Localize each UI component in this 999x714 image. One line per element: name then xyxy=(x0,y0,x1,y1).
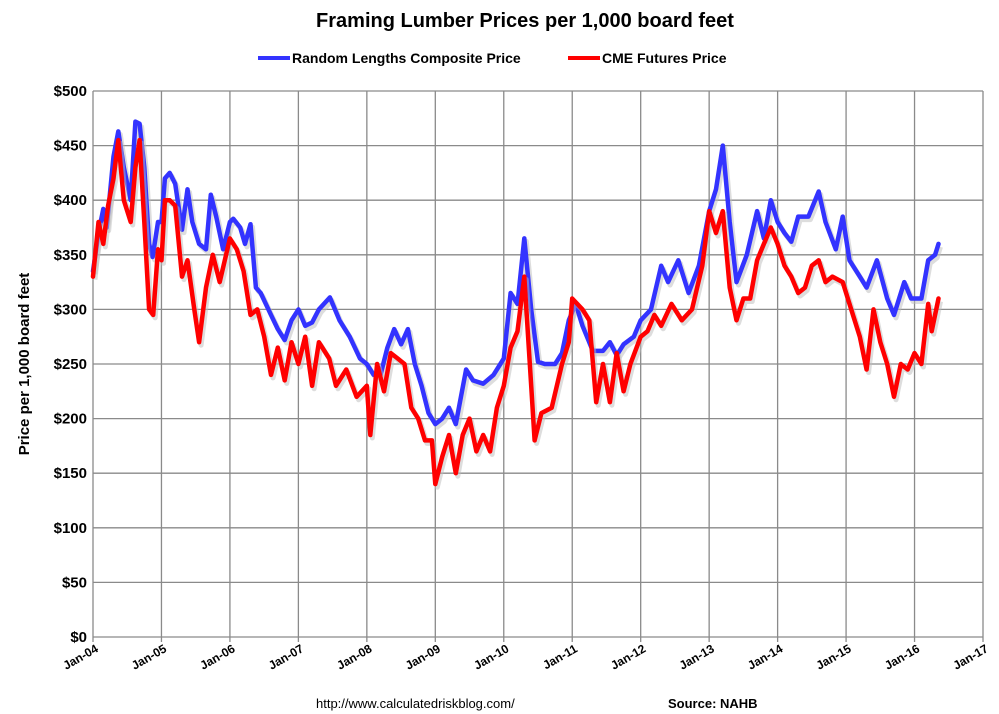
x-tick-label: Jan-05 xyxy=(129,641,169,672)
x-tick-label: Jan-06 xyxy=(197,641,237,672)
y-axis-ticks: $0 $50 $100 $150 $200 $250 $300 $350 $400 $450 $50… xyxy=(54,83,87,646)
x-tick-label: Jan-13 xyxy=(677,641,717,672)
series-line-random-lengths xyxy=(90,119,941,427)
y-tick-label: $50 xyxy=(62,574,87,591)
y-tick-label: $350 xyxy=(54,247,87,264)
x-tick-label: Jan-16 xyxy=(882,641,922,672)
x-tick-label: Jan-10 xyxy=(471,641,511,672)
y-tick-label: $300 xyxy=(54,301,87,318)
y-tick-label: $0 xyxy=(70,629,87,646)
series-line-cme-futures xyxy=(90,137,941,487)
chart-title: Framing Lumber Prices per 1,000 board fe… xyxy=(316,10,734,32)
gridlines xyxy=(92,90,984,642)
x-tick-label: Jan-11 xyxy=(540,641,580,672)
y-tick-label: $250 xyxy=(54,356,87,373)
footer-url: http://www.calculatedriskblog.com/ xyxy=(316,696,515,711)
x-tick-label: Jan-08 xyxy=(334,641,374,672)
legend-label-random-lengths: Random Lengths Composite Price xyxy=(292,50,521,66)
x-tick-label: Jan-04 xyxy=(61,641,101,672)
x-tick-label: Jan-14 xyxy=(745,641,785,672)
x-tick-label: Jan-17 xyxy=(951,641,991,672)
x-tick-label: Jan-12 xyxy=(608,641,648,672)
x-tick-label: Jan-09 xyxy=(403,641,443,672)
y-tick-label: $400 xyxy=(54,192,87,209)
y-tick-label: $100 xyxy=(54,520,87,537)
x-tick-label: Jan-15 xyxy=(814,641,854,672)
y-tick-label: $200 xyxy=(54,411,87,428)
x-tick-label: Jan-07 xyxy=(266,641,306,672)
footer-source: Source: NAHB xyxy=(668,696,758,711)
y-tick-label: $500 xyxy=(54,83,87,100)
x-axis-ticks: Jan-04 Jan-05 Jan-06 Jan-07 Jan-08 Jan-09 Jan-… xyxy=(61,641,991,672)
y-axis-label: Price per 1,000 board feet xyxy=(16,273,33,456)
series-lines xyxy=(90,119,943,490)
legend: Random Lengths Composite Price CME Futur… xyxy=(258,50,727,66)
y-tick-label: $150 xyxy=(54,465,87,482)
legend-label-cme-futures: CME Futures Price xyxy=(602,50,727,66)
y-tick-label: $450 xyxy=(54,138,87,155)
